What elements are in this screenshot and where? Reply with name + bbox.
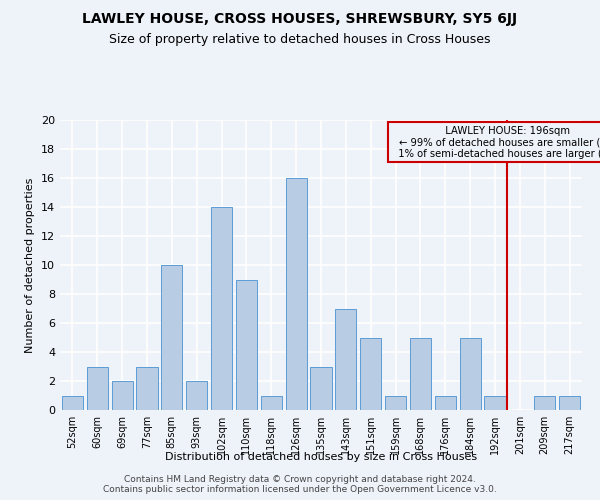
Bar (136, 366, 158, 410)
Bar (87, 366, 108, 410)
Bar (484, 396, 506, 410)
Text: Distribution of detached houses by size in Cross Houses: Distribution of detached houses by size … (165, 452, 477, 462)
Bar (112, 381, 133, 410)
Text: Contains HM Land Registry data © Crown copyright and database right 2024.
Contai: Contains HM Land Registry data © Crown c… (103, 474, 497, 494)
Bar (161, 265, 182, 410)
Bar (261, 396, 282, 410)
Bar (236, 280, 257, 410)
Bar (559, 396, 580, 410)
Bar (186, 381, 207, 410)
Bar (335, 308, 356, 410)
Text: LAWLEY HOUSE, CROSS HOUSES, SHREWSBURY, SY5 6JJ: LAWLEY HOUSE, CROSS HOUSES, SHREWSBURY, … (82, 12, 518, 26)
Text: LAWLEY HOUSE: 196sqm  
← 99% of detached houses are smaller (83)
  1% of semi-de: LAWLEY HOUSE: 196sqm ← 99% of detached h… (392, 126, 600, 159)
Bar (62, 396, 83, 410)
Bar (385, 396, 406, 410)
Bar (286, 178, 307, 410)
Bar (435, 396, 456, 410)
Bar (460, 338, 481, 410)
Bar (360, 338, 381, 410)
Text: Size of property relative to detached houses in Cross Houses: Size of property relative to detached ho… (109, 32, 491, 46)
Y-axis label: Number of detached properties: Number of detached properties (25, 178, 35, 352)
Bar (310, 366, 332, 410)
Bar (410, 338, 431, 410)
Bar (534, 396, 555, 410)
Bar (211, 207, 232, 410)
